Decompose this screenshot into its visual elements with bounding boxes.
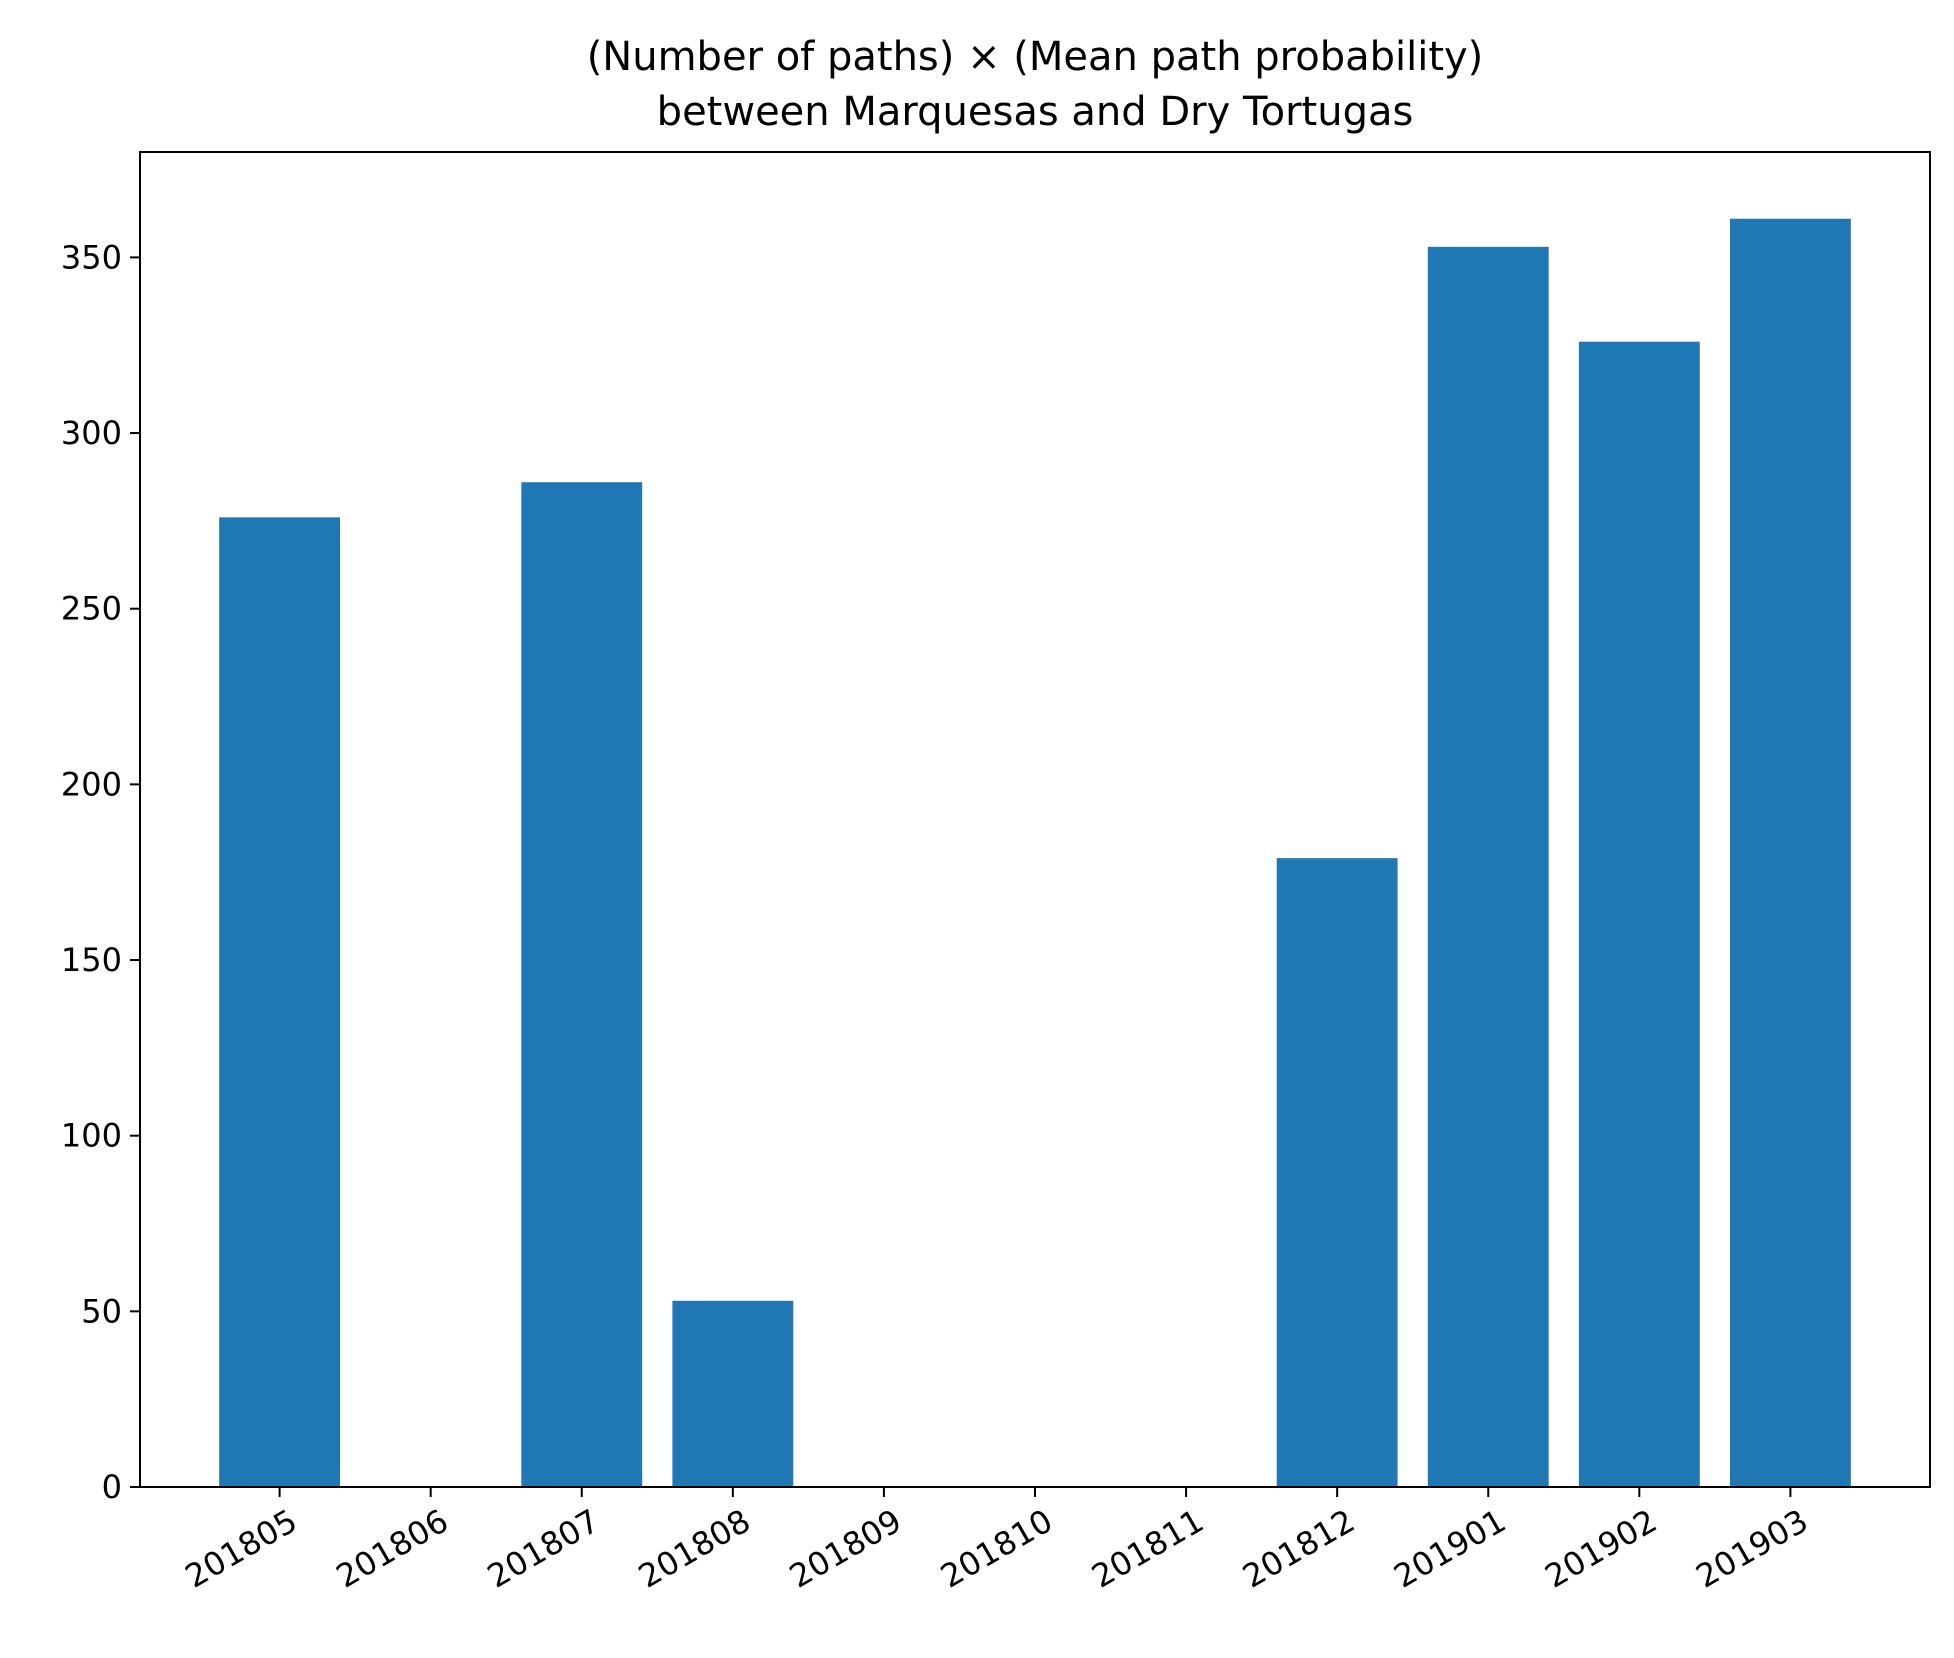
bar-201903 [1729, 218, 1851, 1487]
chart-subtitle: between Marquesas and Dry Tortugas [657, 89, 1414, 135]
bar-201805 [219, 517, 341, 1487]
y-tick-label: 100 [61, 1117, 122, 1155]
chart-title: (Number of paths) × (Mean path probabili… [587, 34, 1484, 80]
bar-201807 [521, 482, 643, 1488]
y-tick-label: 350 [61, 238, 122, 276]
y-tick-label: 250 [61, 590, 122, 628]
bars-layer [219, 218, 1851, 1488]
bar-201808 [672, 1300, 794, 1487]
bar-201812 [1276, 858, 1398, 1487]
y-tick-label: 150 [61, 941, 122, 979]
bar-201902 [1578, 341, 1700, 1487]
y-tick-label: 200 [61, 765, 122, 803]
y-tick-label: 0 [102, 1468, 122, 1506]
y-tick-label: 50 [81, 1292, 122, 1330]
y-tick-label: 300 [61, 414, 122, 452]
bar-201901 [1427, 246, 1549, 1488]
